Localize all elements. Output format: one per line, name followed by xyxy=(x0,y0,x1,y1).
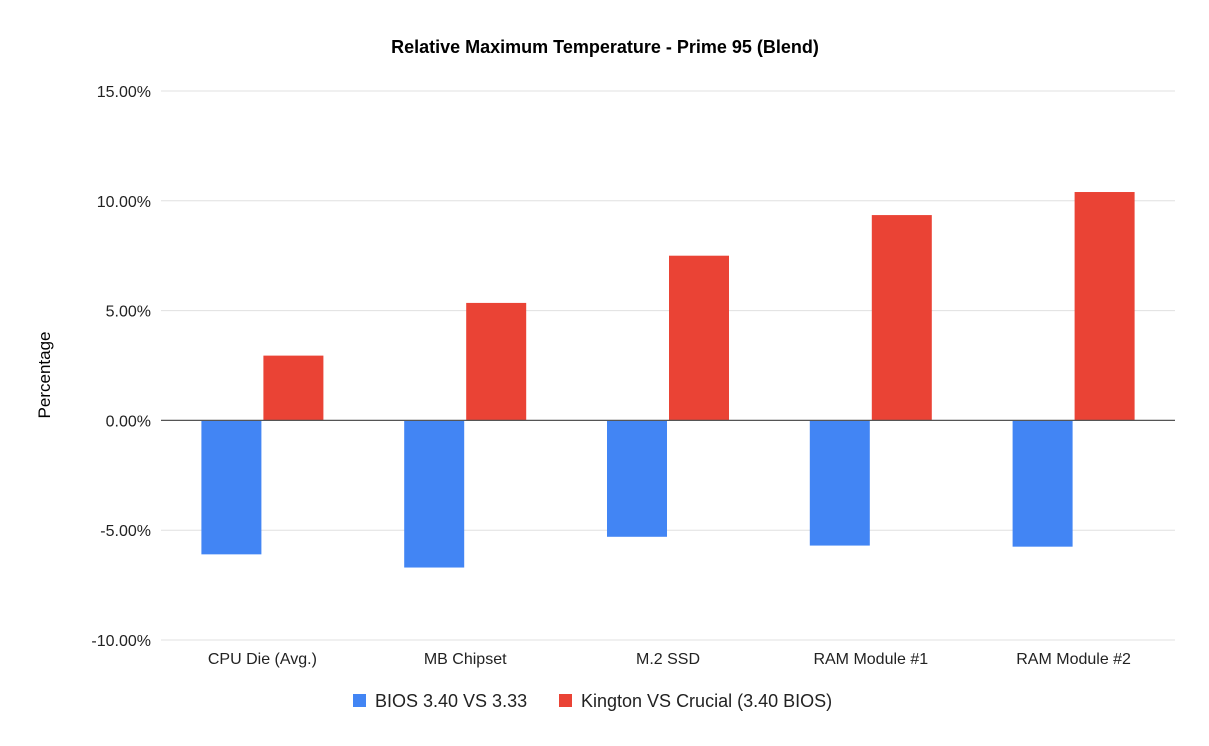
x-tick-labels: CPU Die (Avg.) MB Chipset M.2 SSD RAM Modul… xyxy=(208,651,1131,668)
bar-kington-1 xyxy=(466,302,527,421)
bar-bios-2 xyxy=(607,420,667,537)
bar-kington-2 xyxy=(669,255,729,421)
x-tick-label: M.2 SSD xyxy=(636,651,700,668)
bar-bios-0 xyxy=(201,420,262,555)
chart-title: Relative Maximum Temperature - Prime 95 … xyxy=(391,37,819,57)
bar-bios-1 xyxy=(404,420,465,568)
y-tick-label: 0.00% xyxy=(106,413,151,430)
y-tick-labels: 15.00% 10.00% 5.00% 0.00% -5.00% -10.00% xyxy=(91,84,151,650)
x-tick-label: RAM Module #1 xyxy=(813,651,928,668)
bar-bios-4 xyxy=(1012,420,1073,547)
x-tick-label: CPU Die (Avg.) xyxy=(208,651,317,668)
bar-kington-4 xyxy=(1074,192,1135,421)
bars xyxy=(201,192,1135,568)
legend-swatch-1 xyxy=(559,694,572,707)
y-axis-label: Percentage xyxy=(35,332,54,419)
legend-label-1: Kington VS Crucial (3.40 BIOS) xyxy=(581,691,832,711)
x-tick-label: RAM Module #2 xyxy=(1016,651,1131,668)
y-tick-label: 5.00% xyxy=(106,304,151,321)
bar-kington-0 xyxy=(263,355,324,421)
y-tick-label: 15.00% xyxy=(97,84,151,101)
legend: BIOS 3.40 VS 3.33 Kington VS Crucial (3.4… xyxy=(353,691,832,711)
legend-label-0: BIOS 3.40 VS 3.33 xyxy=(375,691,527,711)
bar-kington-3 xyxy=(871,215,932,421)
bar-bios-3 xyxy=(809,420,870,546)
x-tick-label: MB Chipset xyxy=(424,651,507,668)
y-tick-label: -10.00% xyxy=(91,633,151,650)
legend-swatch-0 xyxy=(353,694,366,707)
y-tick-label: -5.00% xyxy=(100,523,151,540)
y-tick-label: 10.00% xyxy=(97,194,151,211)
